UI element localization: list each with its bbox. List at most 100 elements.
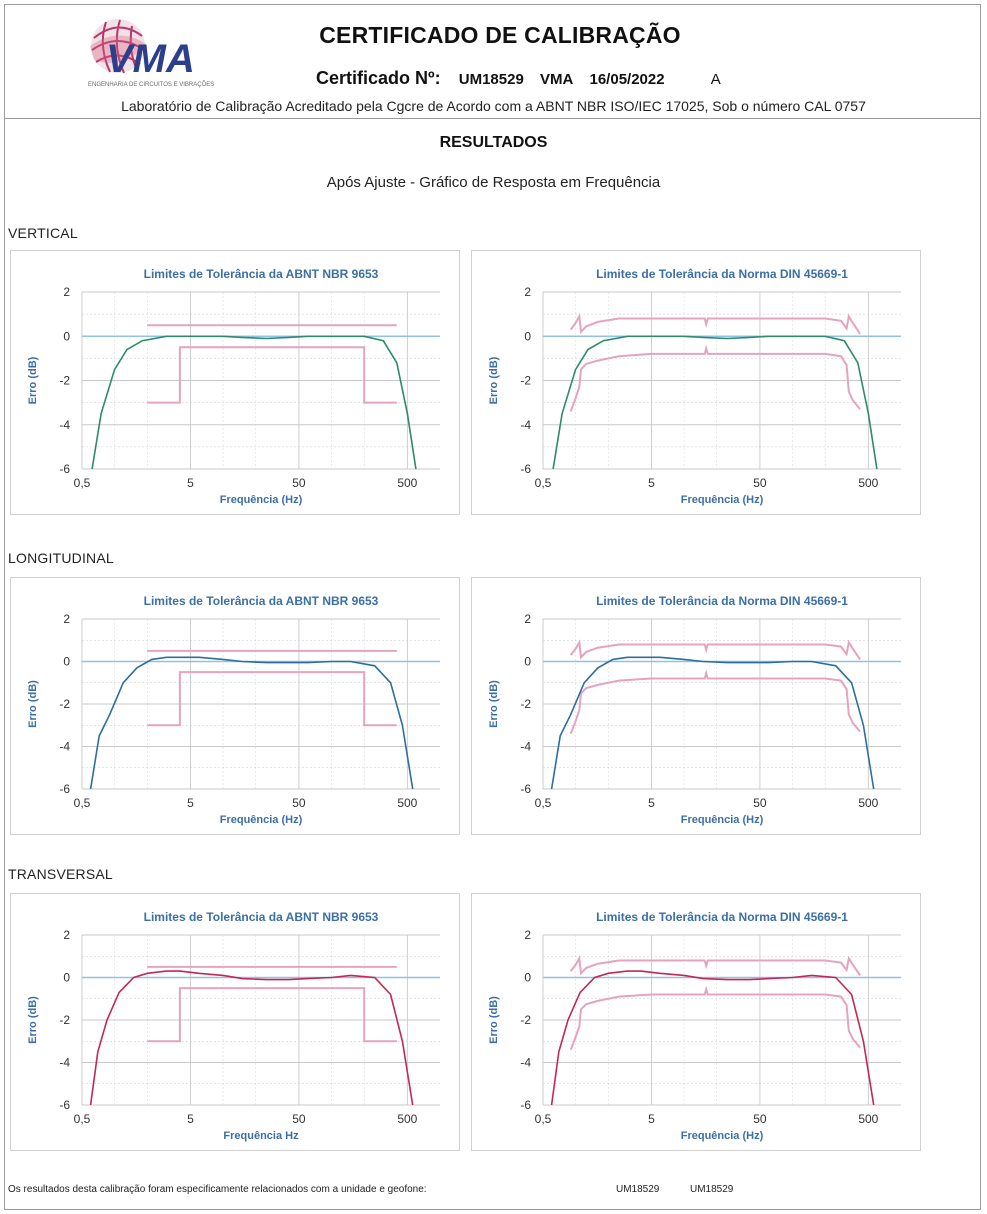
y-tick-label: -2 — [59, 1013, 70, 1027]
x-tick-label: 500 — [858, 796, 878, 810]
response-curve — [550, 656, 875, 790]
response-curve — [552, 335, 878, 470]
y-axis-label: Erro (dB) — [488, 680, 500, 728]
vma-logo: VMA ENGENHARIA DE CIRCUITOS E VIBRAÇÕES — [88, 19, 214, 88]
x-tick-label: 5 — [648, 1112, 655, 1126]
y-axis-label: Erro (dB) — [488, 356, 500, 404]
x-tick-label: 5 — [648, 796, 655, 810]
x-tick-label: 5 — [187, 796, 194, 810]
y-tick-label: 2 — [524, 285, 531, 299]
y-tick-label: 2 — [63, 928, 70, 942]
y-tick-label: 0 — [63, 655, 70, 669]
y-tick-label: -6 — [59, 782, 70, 796]
x-axis-label: Frequência (Hz) — [681, 1130, 764, 1142]
section-label-longitudinal: LONGITUDINAL — [8, 550, 114, 566]
certificate-number-label: Certificado Nº: — [316, 68, 441, 88]
y-tick-label: -2 — [59, 374, 70, 388]
tolerance-limit-lower — [147, 346, 397, 404]
y-tick-label: -4 — [520, 1056, 531, 1070]
y-tick-label: -6 — [59, 1098, 70, 1112]
y-tick-label: 0 — [524, 655, 531, 669]
chart-title: Limites de Tolerância da Norma DIN 45669… — [596, 267, 848, 281]
tolerance-limit-lower — [569, 669, 861, 735]
x-tick-label: 50 — [753, 1112, 767, 1126]
footer-unit-2: UM18529 — [690, 1184, 734, 1195]
x-tick-label: 50 — [292, 796, 306, 810]
certificate-frame — [4, 4, 981, 1210]
y-tick-label: 2 — [63, 285, 70, 299]
y-tick-label: -4 — [59, 740, 70, 754]
chart-frame — [10, 893, 460, 1151]
x-axis-label: Frequência Hz — [223, 1130, 299, 1142]
y-tick-label: -4 — [520, 418, 531, 432]
x-tick-label: 5 — [187, 1112, 194, 1126]
tolerance-limit-lower — [147, 671, 397, 727]
chart-transversal-abnt: Limites de Tolerância da ABNT NBR 9653 2 0… — [10, 893, 460, 1151]
footer-text: Os resultados desta calibração foram esp… — [8, 1184, 427, 1195]
x-axis-label: Frequência (Hz) — [681, 494, 764, 506]
tolerance-limit-upper — [569, 639, 861, 660]
footer: Os resultados desta calibração foram esp… — [8, 1184, 733, 1195]
y-axis-label: Erro (dB) — [27, 356, 39, 404]
x-tick-label: 0,5 — [535, 1112, 552, 1126]
footer-unit-1: UM18529 — [616, 1184, 660, 1195]
y-tick-label: 2 — [524, 928, 531, 942]
x-axis-label: Frequência (Hz) — [681, 814, 764, 826]
y-tick-label: 2 — [63, 612, 70, 626]
x-tick-label: 500 — [397, 796, 417, 810]
response-curve — [89, 970, 414, 1106]
y-tick-label: -4 — [520, 740, 531, 754]
x-tick-label: 500 — [397, 476, 417, 490]
y-tick-label: -2 — [520, 374, 531, 388]
x-tick-label: 50 — [292, 1112, 306, 1126]
chart-title: Limites de Tolerância da Norma DIN 45669… — [596, 594, 848, 608]
x-axis-label: Frequência (Hz) — [220, 494, 303, 506]
tolerance-limit-upper — [569, 955, 861, 976]
section-label-transversal: TRANSVERSAL — [8, 866, 113, 882]
header-divider — [4, 118, 981, 119]
y-tick-label: -2 — [59, 697, 70, 711]
y-tick-label: -6 — [520, 462, 531, 476]
chart-title: Limites de Tolerância da ABNT NBR 9653 — [144, 910, 379, 924]
chart-transversal-din: Limites de Tolerância da Norma DIN 45669… — [471, 893, 921, 1151]
x-tick-label: 5 — [187, 476, 194, 490]
certificate-title: CERTIFICADO DE CALIBRAÇÃO — [319, 22, 681, 48]
x-tick-label: 50 — [753, 796, 767, 810]
y-tick-label: 0 — [524, 329, 531, 343]
y-axis-label: Erro (dB) — [27, 996, 39, 1044]
y-tick-label: 0 — [524, 971, 531, 985]
response-curve — [89, 656, 414, 790]
logo-tagline: ENGENHARIA DE CIRCUITOS E VIBRAÇÕES — [88, 81, 214, 88]
logo-globe-icon — [90, 19, 146, 74]
chart-longitudinal-din: Limites de Tolerância da Norma DIN 45669… — [471, 577, 921, 835]
chart-frame — [10, 577, 460, 835]
x-tick-label: 500 — [397, 1112, 417, 1126]
y-axis-label: Erro (dB) — [488, 996, 500, 1044]
x-tick-label: 500 — [858, 1112, 878, 1126]
certificate-number-line: Certificado Nº: UM18529 VMA 16/05/2022 A — [316, 68, 721, 89]
chart-frame — [471, 893, 921, 1151]
tolerance-limit-lower — [569, 344, 861, 412]
response-curve — [91, 335, 417, 470]
chart-vertical-din: Limites de Tolerância da Norma DIN 45669… — [471, 250, 921, 515]
chart-frame — [10, 250, 460, 515]
logo-wordmark: VMA — [106, 37, 195, 81]
chart-frame — [471, 250, 921, 515]
chart-vertical-abnt: Limites de Tolerância da ABNT NBR 9653 2 0… — [10, 250, 460, 515]
x-tick-label: 50 — [292, 476, 306, 490]
y-tick-label: -2 — [520, 1013, 531, 1027]
accreditation-statement: Laboratório de Calibração Acreditado pel… — [121, 98, 866, 114]
y-tick-label: -6 — [59, 462, 70, 476]
x-tick-label: 500 — [858, 476, 878, 490]
section-label-vertical: VERTICAL — [8, 225, 78, 241]
results-title: RESULTADOS — [439, 134, 548, 151]
tolerance-limit-lower — [147, 987, 397, 1043]
chart-frame — [471, 577, 921, 835]
y-axis-label: Erro (dB) — [27, 680, 39, 728]
x-tick-label: 0,5 — [74, 796, 91, 810]
y-tick-label: -4 — [59, 418, 70, 432]
y-tick-label: -6 — [520, 782, 531, 796]
certificate-date: 16/05/2022 — [589, 71, 665, 88]
x-tick-label: 0,5 — [74, 1112, 91, 1126]
x-tick-label: 0,5 — [535, 796, 552, 810]
